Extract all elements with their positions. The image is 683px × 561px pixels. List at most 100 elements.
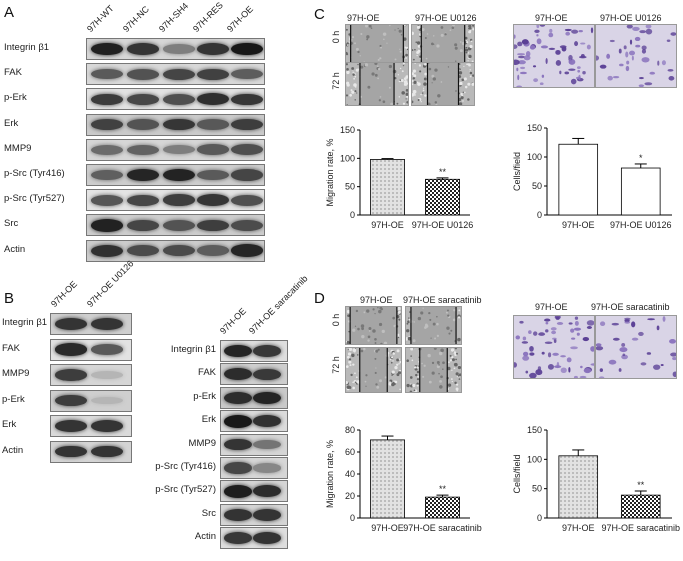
panel-d-transwell-image-saracatinib: [595, 315, 677, 379]
panel-b-right-blot-strip-fak: [220, 363, 288, 386]
panel-a-band: [197, 144, 229, 156]
panel-a-band: [163, 245, 195, 257]
panel-b-left-row-label-p-erk: p-Erk: [2, 393, 25, 405]
panel-b-left-blot-strip-actin: [50, 440, 132, 463]
panel-b-right-band: [253, 532, 281, 545]
panel-b-left-band: [91, 396, 123, 405]
panel-b-left-blot-strip-integrin-1: [50, 313, 132, 335]
panel-a-blot-strip-p-src-tyr527: [86, 189, 265, 212]
panel-b-left-blot-strip-mmp9: [50, 364, 132, 386]
panel-b-right-band: [253, 439, 281, 450]
panel-a-band: [91, 169, 123, 181]
panel-b-right-row-label-erk: Erk: [201, 414, 216, 426]
y-tick-label: 50: [345, 182, 355, 192]
panel-a-band: [197, 219, 229, 232]
panel-c-transwell-image-u0126: [595, 24, 677, 88]
panel-d-transwell-title-2: 97H-OE saracatinib: [591, 302, 670, 312]
panel-a-blot-strip-p-erk: [86, 88, 265, 111]
panel-a-band: [91, 42, 123, 56]
y-axis-label: Migration rate, %: [325, 138, 335, 206]
x-tick-label: 97H-OE U0126: [412, 220, 474, 230]
panel-b-left-band: [55, 445, 87, 458]
y-axis-label: Cells/field: [512, 454, 522, 493]
y-tick-label: 40: [345, 469, 355, 479]
panel-a-blot-strip-fak: [86, 63, 265, 86]
panel-a-row-label-erk: Erk: [4, 117, 19, 129]
y-tick-label: 0: [537, 210, 542, 220]
panel-b-right-band: [224, 508, 252, 521]
panel-a-letter: A: [4, 4, 15, 21]
panel-b-left-band: [55, 343, 87, 356]
panel-a-band: [163, 118, 195, 131]
panel-a-band: [231, 68, 263, 80]
panel-a-band: [127, 93, 159, 105]
panel-a-blot-strip-erk: [86, 113, 265, 136]
panel-a-band: [231, 169, 263, 181]
panel-a-band: [127, 194, 159, 206]
panel-b-right-row-label-p-src-tyr527: p-Src (Tyr527): [155, 484, 216, 496]
panel-a-band: [127, 119, 159, 130]
panel-b-right-blot-strip-actin: [220, 527, 288, 550]
panel-a-blot-strip-p-src-tyr416: [86, 164, 265, 186]
panel-d-wound-title-2: 97H-OE saracatinib: [403, 295, 482, 305]
y-tick-label: 50: [532, 181, 542, 191]
significance-label: **: [439, 484, 447, 494]
panel-a-row-label-p-src-tyr527: p-Src (Tyr527): [4, 193, 65, 205]
panel-c-transwell-title-1: 97H-OE: [535, 13, 568, 23]
y-tick-label: 20: [345, 491, 355, 501]
panel-b-letter: B: [4, 290, 15, 307]
panel-b-right-row-label-src: Src: [201, 507, 216, 519]
y-tick-label: 0: [537, 513, 542, 523]
y-axis-label: Cells/field: [512, 152, 522, 191]
panel-b-left-band: [55, 369, 87, 381]
panel-b-right-band: [253, 463, 281, 473]
bar: [558, 143, 599, 216]
panel-a-band: [231, 194, 263, 206]
panel-d-letter: D: [314, 290, 325, 307]
panel-b-left-blot-strip-p-erk: [50, 389, 132, 412]
panel-b-left-band: [55, 394, 87, 407]
panel-b-right-band: [224, 532, 252, 544]
panel-b-right-row-label-p-erk: p-Erk: [193, 390, 216, 402]
panel-b-left-band: [91, 344, 123, 355]
y-tick-label: 0: [350, 210, 355, 220]
panel-b-left-band: [55, 420, 87, 432]
panel-b-right-row-label-actin: Actin: [194, 531, 216, 543]
panel-c-wound-image-0h-oe: [345, 24, 409, 63]
panel-d-wound-image-72h-saracatinib: [405, 347, 462, 393]
y-tick-label: 80: [345, 425, 355, 435]
bar: [558, 455, 599, 519]
panel-a-band: [163, 68, 195, 80]
panel-b-right-blot-strip-mmp9: [220, 433, 288, 456]
panel-b-right-blot-strip-erk: [220, 410, 288, 433]
panel-c-wound-image-72h-u0126: [411, 62, 475, 106]
panel-d-wound-image-0h-saracatinib: [405, 306, 462, 345]
panel-b-left-band: [91, 445, 123, 458]
panel-a-band: [197, 169, 229, 181]
panel-a-band: [231, 144, 263, 156]
panel-b-right-band: [224, 344, 252, 358]
panel-b-left-row-label-fak: FAK: [2, 342, 20, 354]
significance-label: **: [439, 167, 447, 177]
panel-b-right-band: [253, 345, 281, 357]
panel-b-right-band: [224, 438, 252, 451]
panel-c-transwell-image-oe: [513, 24, 595, 88]
y-tick-label: 150: [527, 425, 542, 435]
panel-a-band: [163, 168, 195, 182]
panel-a-row-label-p-erk: p-Erk: [4, 92, 27, 104]
panel-a-band: [91, 244, 123, 257]
y-tick-label: 0: [350, 513, 355, 523]
y-tick-label: 50: [532, 484, 542, 494]
panel-b-left-band: [91, 371, 123, 379]
panel-a-band: [127, 219, 159, 231]
x-tick-label: 97H-OE: [562, 523, 595, 533]
panel-b-left-row-label-actin: Actin: [2, 444, 24, 456]
panel-a-band: [231, 118, 263, 131]
panel-b-left-band: [91, 420, 123, 432]
panel-a-blot-strip-actin: [86, 239, 265, 262]
panel-a-band: [127, 144, 159, 155]
